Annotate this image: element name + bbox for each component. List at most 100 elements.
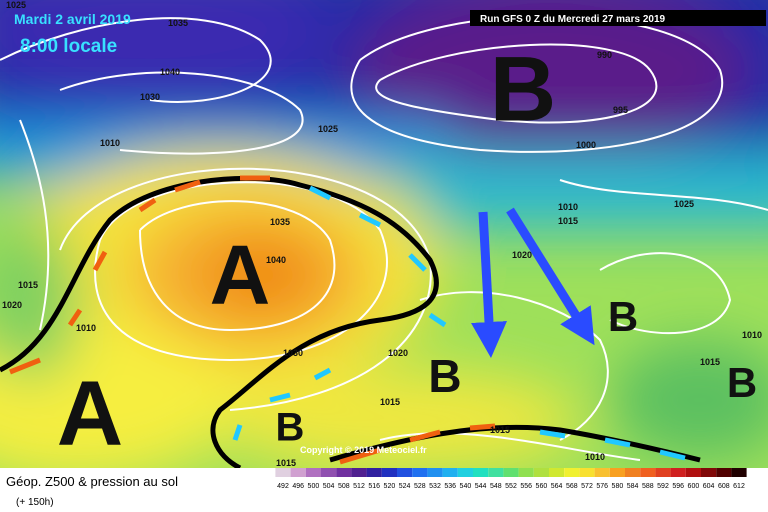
colorbar-swatch	[701, 468, 717, 477]
colorbar-swatch	[336, 468, 352, 477]
colorbar-swatch	[716, 468, 732, 477]
footer-title: Géop. Z500 & pression au sol	[6, 474, 178, 489]
field: 1025 1035 1040 1030 1010 1025 1035 1040 …	[0, 0, 768, 468]
colorbar-swatch	[731, 468, 747, 477]
colorbar-swatch	[549, 468, 565, 477]
colorbar-swatch	[366, 468, 382, 477]
copyright: Copyright © 2019 Meteociel.fr	[300, 445, 427, 455]
run: Run GFS 0 Z du Mercredi 27 mars 2019	[480, 14, 666, 25]
isobar-label: 1030	[283, 348, 303, 358]
colorbar-swatch	[305, 468, 321, 477]
colorbar-swatch	[625, 468, 641, 477]
colorbar-label: 560	[536, 483, 548, 490]
colorbar-swatch	[412, 468, 428, 477]
colorbar-swatch	[564, 468, 580, 477]
colorbar-label: 596	[672, 483, 684, 490]
colorbar-label: 600	[688, 483, 700, 490]
isobars	[0, 15, 768, 461]
low-label: B	[490, 38, 556, 140]
colorbar-label: 544	[475, 483, 487, 490]
colorbar-label: 604	[703, 483, 715, 490]
pressure-centers: A A B B B B B	[57, 38, 757, 464]
isobar-label: 1025	[318, 124, 338, 134]
low-label: B	[428, 350, 461, 402]
colorbar-label: 572	[581, 483, 593, 490]
isobar-label: 1010	[558, 202, 578, 212]
high-label: A	[210, 228, 271, 322]
isobar-label: 995	[613, 105, 628, 115]
isobar-label: 1015	[380, 397, 400, 407]
colorbar-label: 520	[384, 483, 396, 490]
isobar-label: 1015	[276, 458, 296, 468]
isobar-label: 1035	[168, 18, 188, 28]
colorbar-swatch	[503, 468, 519, 477]
date: Mardi 2 avril 2019	[14, 11, 131, 27]
colorbar-swatch	[533, 468, 549, 477]
colorbar-swatch	[609, 468, 625, 477]
colorbar: 492 496 500 504 508 512 516 520 524 528 532 536 540 5…	[275, 468, 747, 490]
low-label: B	[727, 359, 757, 406]
colorbar-label: 532	[429, 483, 441, 490]
colorbar-swatch	[579, 468, 595, 477]
colorbar-label: 556	[520, 483, 532, 490]
isobar-label: 1015	[558, 216, 578, 226]
colorbar-label: 584	[627, 483, 639, 490]
colorbar-label: 492	[277, 483, 289, 490]
low-label: B	[276, 406, 305, 450]
colorbar-label: 568	[566, 483, 578, 490]
isobar-label: 1040	[160, 67, 180, 77]
run-box	[470, 10, 766, 26]
colorbar-label: 548	[490, 483, 502, 490]
isobar-label: 1020	[2, 300, 22, 310]
colorbar-swatch	[351, 468, 367, 477]
colorbar-swatch	[381, 468, 397, 477]
flow-arrows	[471, 207, 595, 358]
colorbar-label: 580	[612, 483, 624, 490]
colorbar-swatch	[488, 468, 504, 477]
colorbar-label: 528	[414, 483, 426, 490]
isobar-label: 1020	[512, 250, 532, 260]
colorbar-swatch	[427, 468, 443, 477]
isobar-labels: 1025 1035 1040 1030 1010 1025 1035 1040 …	[2, 0, 762, 468]
colorbar-swatch	[594, 468, 610, 477]
colorbar-swatch	[321, 468, 337, 477]
colorbar-label: 516	[368, 483, 380, 490]
isobar-label: 1010	[100, 138, 120, 148]
colorbar-swatch	[442, 468, 458, 477]
front-arrows	[9, 175, 686, 465]
isobar-label: 1010	[76, 323, 96, 333]
colorbar-label: 536	[444, 483, 456, 490]
isobar-label: 1010	[742, 330, 762, 340]
colorbar-label: 512	[353, 483, 365, 490]
isobar-label: 1025	[674, 199, 694, 209]
colorbar-label: 540	[460, 483, 472, 490]
colorbar-label: 592	[657, 483, 669, 490]
colorbar-label: 576	[596, 483, 608, 490]
colorbar-label: 612	[733, 483, 745, 490]
low-label: B	[608, 293, 638, 340]
isobar-label: 1020	[388, 348, 408, 358]
isobar-label: 1015	[490, 425, 510, 435]
colorbar-label: 504	[323, 483, 335, 490]
colorbar-label: 508	[338, 483, 350, 490]
isobar-label: 1035	[270, 217, 290, 227]
colorbar-swatch	[275, 468, 291, 477]
colorbar-label: 496	[292, 483, 304, 490]
isobar-label: 1030	[140, 92, 160, 102]
isobar-label: 1010	[585, 452, 605, 462]
colorbar-label: 588	[642, 483, 654, 490]
colorbar-swatch	[685, 468, 701, 477]
colorbar-label: 608	[718, 483, 730, 490]
isobar-label: 990	[597, 50, 612, 60]
colorbar-swatch	[397, 468, 413, 477]
colorbar-swatch	[655, 468, 671, 477]
time: 8:00 locale	[20, 36, 117, 57]
isobar-label: 1040	[266, 255, 286, 265]
colorbar-label: 564	[551, 483, 563, 490]
lead-time: (+ 150h)	[16, 497, 54, 508]
colorbar-swatch	[670, 468, 686, 477]
high-label: A	[57, 362, 123, 464]
isobar-label: 1000	[576, 140, 596, 150]
colorbar-swatch	[457, 468, 473, 477]
